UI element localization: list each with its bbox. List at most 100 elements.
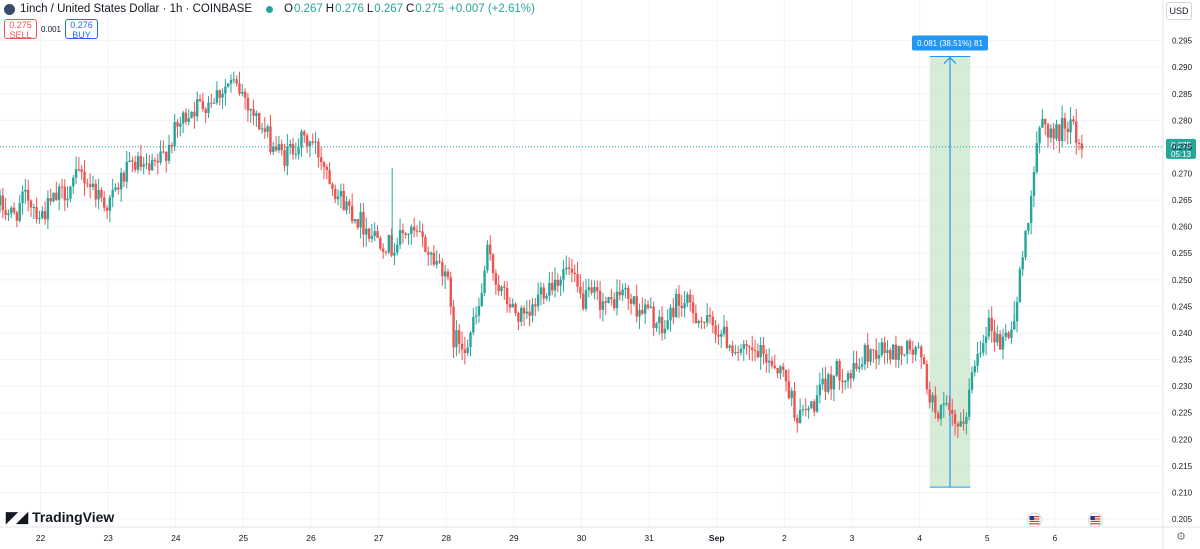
candle-body bbox=[449, 277, 452, 307]
candle-body bbox=[770, 360, 774, 366]
candle-body bbox=[959, 421, 962, 427]
y-tick-label: 0.260 bbox=[1172, 223, 1193, 232]
candle-body bbox=[60, 186, 64, 188]
candle-body bbox=[548, 282, 551, 296]
candle-body bbox=[776, 367, 779, 374]
candle-body bbox=[269, 126, 272, 153]
candle-body bbox=[722, 326, 726, 334]
candle-body bbox=[821, 378, 824, 385]
candle-body bbox=[708, 314, 712, 317]
x-tick-label: 26 bbox=[306, 533, 316, 543]
y-tick-label: 0.265 bbox=[1172, 196, 1193, 205]
candle-body bbox=[545, 295, 548, 299]
candle-body bbox=[655, 323, 658, 328]
candle-body bbox=[57, 186, 61, 200]
candle-body bbox=[683, 303, 686, 309]
candle-body bbox=[728, 345, 731, 348]
candle-body bbox=[948, 403, 951, 410]
currency-button[interactable]: USD bbox=[1166, 2, 1192, 20]
ohlc-low-value: 0.267 bbox=[374, 3, 404, 15]
x-tick-label: Sep bbox=[709, 533, 725, 543]
candle-body bbox=[100, 189, 103, 198]
candle-body bbox=[782, 366, 785, 370]
candle-body bbox=[283, 150, 286, 166]
symbol-header[interactable]: 1inch / United States Dollar · 1h · COIN… bbox=[4, 0, 535, 18]
candle-body bbox=[793, 390, 796, 418]
candle-body bbox=[700, 320, 703, 323]
candle-body bbox=[838, 361, 841, 381]
candle-body bbox=[576, 274, 579, 287]
candle-body bbox=[210, 102, 213, 104]
candle-body bbox=[435, 261, 438, 265]
us-flag-stripe bbox=[1090, 516, 1101, 518]
tradingview-mark-icon: ◤◢ bbox=[6, 509, 28, 526]
candle-body bbox=[348, 201, 351, 206]
buy-button[interactable]: 0.276 BUY bbox=[65, 19, 98, 39]
y-tick-label: 0.240 bbox=[1172, 329, 1193, 338]
candle-body bbox=[680, 305, 683, 309]
candle-body bbox=[801, 409, 805, 411]
candle-body bbox=[731, 345, 734, 354]
candle-body bbox=[119, 172, 123, 190]
ohlc-high-value: 0.276 bbox=[335, 3, 364, 15]
candle-body bbox=[353, 219, 357, 222]
candle-body bbox=[38, 217, 41, 219]
candle-body bbox=[477, 305, 481, 316]
candle-body bbox=[215, 90, 219, 103]
candle-body bbox=[1010, 329, 1013, 338]
candle-body bbox=[218, 90, 221, 98]
candle-body bbox=[342, 190, 345, 211]
candle-body bbox=[108, 197, 112, 211]
candle-body bbox=[832, 375, 836, 390]
candle-body bbox=[280, 144, 283, 151]
buy-label: BUY bbox=[72, 29, 91, 40]
candle-body bbox=[196, 99, 199, 117]
candle-body bbox=[80, 169, 83, 172]
candle-body bbox=[193, 111, 196, 117]
candle-body bbox=[128, 160, 131, 162]
y-tick-label: 0.210 bbox=[1172, 488, 1193, 497]
candle-body bbox=[818, 384, 822, 396]
candle-body bbox=[162, 151, 165, 153]
candle-body bbox=[962, 421, 965, 424]
candle-body bbox=[697, 320, 700, 324]
candle-body bbox=[1001, 336, 1005, 350]
candle-body bbox=[204, 109, 207, 114]
candle-body bbox=[63, 186, 66, 201]
candle-body bbox=[562, 269, 565, 280]
candle-body bbox=[903, 354, 906, 356]
candle-body bbox=[998, 333, 1002, 350]
settings-gear-icon[interactable]: ⚙ bbox=[1176, 531, 1186, 543]
candle-body bbox=[596, 286, 599, 291]
candle-body bbox=[914, 347, 917, 355]
x-tick-label: 25 bbox=[239, 533, 249, 543]
candle-body bbox=[319, 157, 323, 163]
candle-body bbox=[52, 192, 55, 202]
candle-body bbox=[984, 336, 988, 343]
candle-body bbox=[460, 343, 464, 350]
candle-body bbox=[660, 316, 664, 334]
candle-body bbox=[72, 177, 75, 187]
candle-body bbox=[466, 347, 469, 353]
candle-body bbox=[965, 416, 968, 424]
candle-body bbox=[480, 293, 483, 306]
us-flag-stripe bbox=[1090, 518, 1101, 520]
candle-body bbox=[441, 262, 444, 277]
candle-body bbox=[503, 286, 506, 288]
candle-body bbox=[579, 286, 582, 294]
candle-body bbox=[528, 311, 531, 316]
x-tick-label: 30 bbox=[577, 533, 587, 543]
y-tick-label: 0.285 bbox=[1172, 90, 1193, 99]
candle-body bbox=[134, 161, 137, 170]
candle-body bbox=[345, 201, 348, 211]
measure-label: 0.081 (38.51%) 81 bbox=[917, 39, 983, 48]
candle-body bbox=[967, 389, 971, 417]
candle-body bbox=[858, 366, 861, 369]
sell-button[interactable]: 0.275 SELL bbox=[4, 19, 37, 39]
ohlc-close-value: 0.275 bbox=[415, 3, 445, 15]
candle-body bbox=[624, 287, 627, 290]
candle-body bbox=[567, 267, 571, 270]
candle-body bbox=[167, 144, 171, 161]
candle-body bbox=[911, 349, 915, 355]
